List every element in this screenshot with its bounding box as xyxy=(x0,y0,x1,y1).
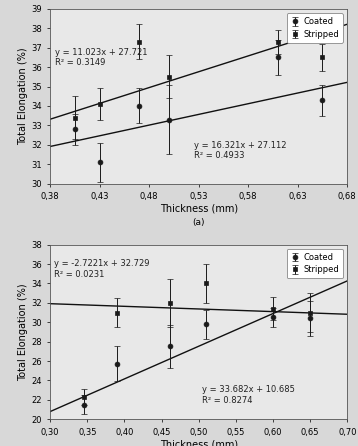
X-axis label: Thickness (mm): Thickness (mm) xyxy=(160,439,238,446)
Text: y = 11.023x + 27.721
R² = 0.3149: y = 11.023x + 27.721 R² = 0.3149 xyxy=(55,48,147,67)
Y-axis label: Total Elongation (%): Total Elongation (%) xyxy=(18,283,28,381)
Legend: Coated, Stripped: Coated, Stripped xyxy=(286,13,343,43)
X-axis label: Thickness (mm): Thickness (mm) xyxy=(160,204,238,214)
Text: y = -2.7221x + 32.729
R² = 0.0231: y = -2.7221x + 32.729 R² = 0.0231 xyxy=(54,259,149,279)
Text: y = 33.682x + 10.685
R² = 0.8274: y = 33.682x + 10.685 R² = 0.8274 xyxy=(202,385,295,405)
Y-axis label: Total Elongation (%): Total Elongation (%) xyxy=(18,47,28,145)
Text: (a): (a) xyxy=(193,219,205,227)
Text: y = 16.321x + 27.112
R² = 0.4933: y = 16.321x + 27.112 R² = 0.4933 xyxy=(194,141,286,160)
Legend: Coated, Stripped: Coated, Stripped xyxy=(286,249,343,278)
